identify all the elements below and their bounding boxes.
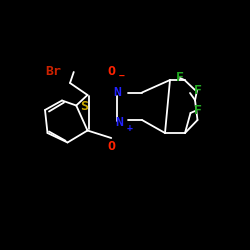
Text: F: F xyxy=(176,71,184,84)
Text: +: + xyxy=(126,123,132,133)
Text: Br: Br xyxy=(46,65,62,78)
Text: F: F xyxy=(194,104,202,117)
Text: F: F xyxy=(194,84,202,97)
Text: O: O xyxy=(107,140,115,153)
Text: N: N xyxy=(116,116,124,130)
Text: S: S xyxy=(80,100,88,113)
Text: O: O xyxy=(107,65,115,78)
Text: −: − xyxy=(119,71,125,81)
Text: N: N xyxy=(113,86,121,100)
